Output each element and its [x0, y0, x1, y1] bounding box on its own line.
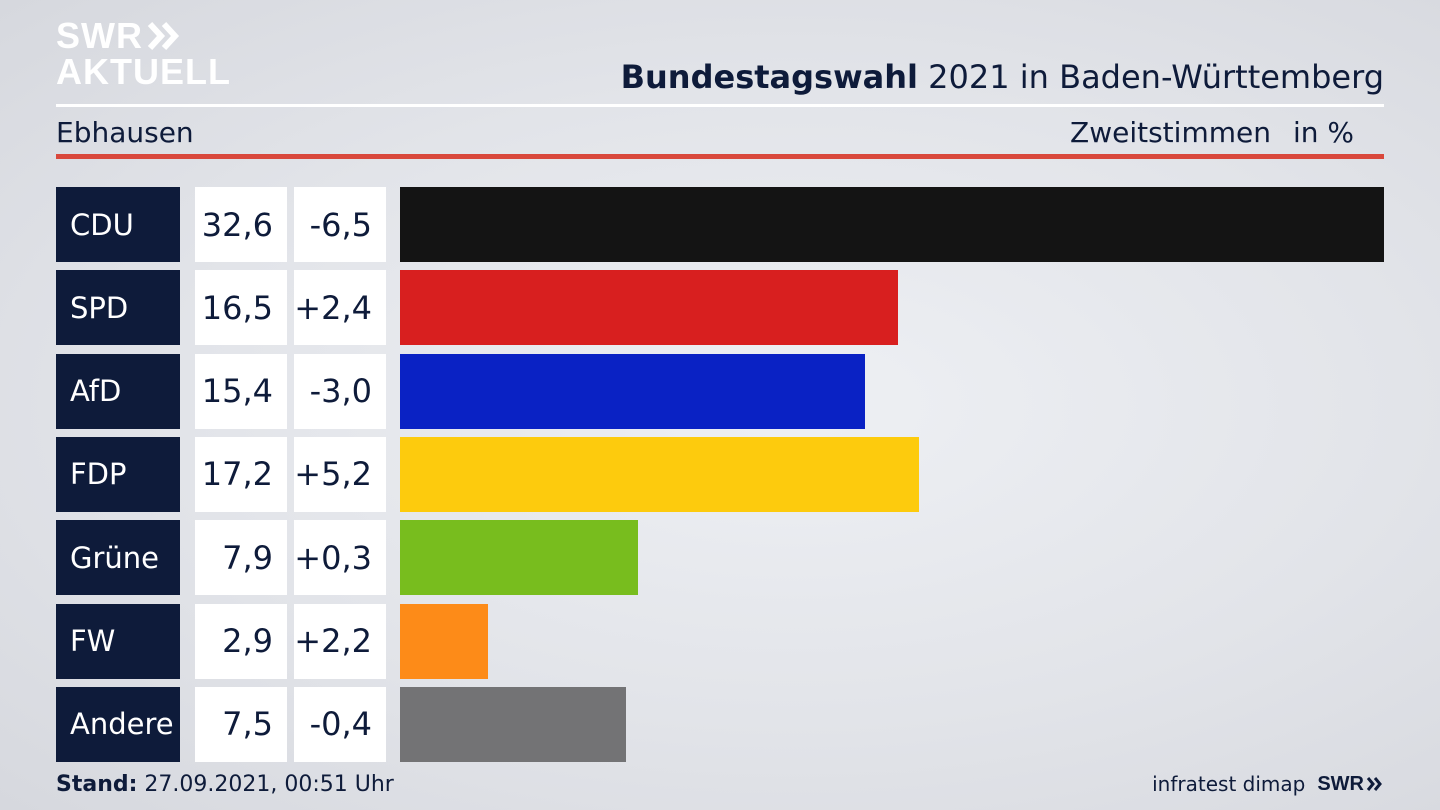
result-row: FW 2,9 +2,2 — [56, 603, 1384, 679]
vote-share-bar — [400, 187, 1384, 262]
header-divider — [56, 104, 1384, 107]
vote-share-bar — [400, 436, 920, 512]
vote-share-value: 7,9 — [195, 520, 287, 596]
logo-line-2: AKTUELL — [56, 51, 231, 92]
result-row: AfD 15,4 -3,0 — [56, 353, 1384, 429]
party-label: Andere — [56, 686, 180, 762]
footer-swr-logo: SWR — [1317, 773, 1384, 796]
page-title: Bundestagswahl 2021 in Baden-Württemberg — [621, 58, 1384, 96]
stand-value: 27.09.2021, 00:51 Uhr — [137, 772, 394, 797]
vote-share-value: 15,4 — [195, 353, 287, 429]
vote-type: Zweitstimmen — [1070, 116, 1271, 149]
result-row: Grüne 7,9 +0,3 — [56, 520, 1384, 596]
vote-share-bar — [400, 686, 627, 762]
result-row: CDU 32,6 -6,5 — [56, 187, 1384, 262]
party-label: SPD — [56, 270, 180, 346]
vote-change-value: +0,3 — [294, 520, 386, 596]
vote-change-value: +2,2 — [294, 603, 386, 679]
logo-line-1: SWR — [56, 15, 143, 56]
vote-share-value: 2,9 — [195, 603, 287, 679]
vote-share-bar — [400, 520, 639, 596]
title-rest: 2021 in Baden-Württemberg — [917, 58, 1384, 96]
vote-share-bar — [400, 603, 488, 679]
vote-share-bar — [400, 353, 865, 429]
vote-share-value: 17,2 — [195, 436, 287, 512]
location-label: Ebhausen — [56, 116, 194, 149]
result-row: FDP 17,2 +5,2 — [56, 436, 1384, 512]
party-label: FDP — [56, 436, 180, 512]
footer-logo-text: SWR — [1317, 772, 1364, 795]
vote-type-label: Zweitstimmen in % — [1070, 116, 1354, 149]
swr-aktuell-logo: SWR AKTUELL — [56, 18, 231, 90]
party-label: AfD — [56, 353, 180, 429]
vote-change-value: +5,2 — [294, 436, 386, 512]
result-row: SPD 16,5 +2,4 — [56, 270, 1384, 346]
accent-divider — [56, 154, 1384, 159]
title-bold: Bundestagswahl — [620, 58, 918, 96]
vote-share-value: 16,5 — [195, 270, 287, 346]
vote-change-value: +2,4 — [294, 270, 386, 346]
result-row: Andere 7,5 -0,4 — [56, 686, 1384, 762]
party-label: CDU — [56, 187, 180, 262]
vote-change-value: -6,5 — [294, 187, 386, 262]
party-label: FW — [56, 603, 180, 679]
unit-label: in % — [1292, 116, 1354, 149]
vote-share-bar — [400, 270, 899, 346]
footer-credits: infratest dimap SWR — [1152, 772, 1384, 796]
double-chevron-icon — [147, 21, 180, 51]
vote-change-value: -3,0 — [294, 353, 386, 429]
stand-label: Stand: — [56, 772, 138, 797]
timestamp: Stand: 27.09.2021, 00:51 Uhr — [56, 772, 394, 797]
double-chevron-icon — [1366, 777, 1382, 791]
source-label: infratest dimap — [1152, 772, 1306, 796]
vote-change-value: -0,4 — [294, 686, 386, 762]
party-label: Grüne — [56, 520, 180, 596]
vote-share-value: 32,6 — [195, 187, 287, 262]
vote-share-value: 7,5 — [195, 686, 287, 762]
